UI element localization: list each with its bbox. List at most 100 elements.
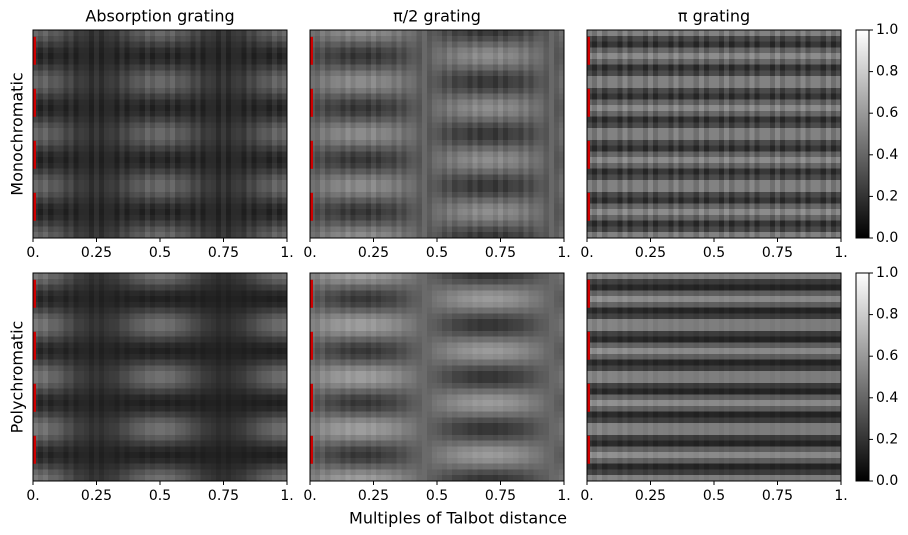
heatmap-cell [371,122,377,128]
heatmap-cell [386,99,392,105]
heatmap-cell [422,82,428,88]
heatmap-cell [699,140,705,146]
heatmap-cell [267,111,273,117]
heatmap-cell [114,82,120,88]
heatmap-cell [396,157,402,163]
heatmap-cell [94,180,100,186]
heatmap-cell [407,65,413,71]
heatmap-cell [478,226,484,232]
heatmap-cell [462,117,468,123]
heatmap-cell [48,128,54,134]
heatmap-cell [376,221,382,227]
heatmap-cell [462,180,468,186]
heatmap-cell [376,99,382,105]
heatmap-cell [48,174,54,180]
heatmap-cell [130,82,136,88]
heatmap-cell [315,88,321,94]
heatmap-cell [170,186,176,192]
heatmap-cell [503,82,509,88]
heatmap-cell [351,203,357,209]
heatmap-cell [498,105,504,111]
heatmap-cell [544,192,550,198]
heatmap-cell [729,122,735,128]
heatmap-cell [53,198,59,204]
heatmap-cell [432,140,438,146]
heatmap-cell [442,198,448,204]
heatmap-cell [544,180,550,186]
heatmap-cell [160,221,166,227]
heatmap-cell [272,221,278,227]
heatmap-cell [694,70,700,76]
heatmap-cell [277,53,283,59]
heatmap-cell [160,151,166,157]
heatmap-cell [330,53,336,59]
heatmap-cell [467,134,473,140]
heatmap-cell [658,122,664,128]
heatmap-cell [226,94,232,100]
heatmap-cell [498,209,504,215]
heatmap-cell [663,70,669,76]
heatmap-cell [478,65,484,71]
heatmap-cell [320,117,326,123]
heatmap-cell [539,65,545,71]
heatmap-cell [320,111,326,117]
heatmap-cell [554,163,560,169]
heatmap-cell [175,36,181,42]
heatmap-cell [140,53,146,59]
heatmap-cell [236,221,242,227]
heatmap-cell [69,30,75,36]
heatmap-cell [597,140,603,146]
heatmap-cell [53,105,59,111]
heatmap-cell [684,88,690,94]
heatmap-cell [231,134,237,140]
heatmap-cell [653,82,659,88]
heatmap-cell [493,169,499,175]
heatmap-cell [407,226,413,232]
heatmap-cell [549,221,555,227]
heatmap-cell [216,65,222,71]
heatmap-cell [226,192,232,198]
heatmap-cell [699,198,705,204]
heatmap-cell [744,180,750,186]
heatmap-cell [539,36,545,42]
heatmap-cell [739,82,745,88]
heatmap-cell [211,163,217,169]
heatmap-cell [99,192,105,198]
heatmap-cell [597,47,603,53]
heatmap-cell [145,215,151,221]
heatmap-cell [648,151,654,157]
heatmap-cell [58,209,64,215]
heatmap-cell [729,47,735,53]
heatmap-cell [534,76,540,82]
heatmap-cell [473,192,479,198]
heatmap-cell [462,163,468,169]
heatmap-cell [699,192,705,198]
heatmap-cell [340,226,346,232]
heatmap-cell [648,134,654,140]
heatmap-cell [346,134,352,140]
heatmap-cell [366,163,372,169]
heatmap-cell [114,221,120,227]
heatmap-cell [623,47,629,53]
heatmap-cell [518,221,524,227]
heatmap-cell [602,76,608,82]
heatmap-cell [597,99,603,105]
heatmap-cell [719,70,725,76]
heatmap-cell [668,30,674,36]
heatmap-cell [109,157,115,163]
heatmap-cell [124,203,130,209]
heatmap-cell [473,174,479,180]
heatmap-cell [658,140,664,146]
heatmap-cell [155,215,161,221]
heatmap-cell [165,82,171,88]
heatmap-cell [206,94,212,100]
heatmap-cell [597,59,603,65]
heatmap-cell [335,180,341,186]
heatmap-cell [53,215,59,221]
heatmap-cell [63,151,69,157]
heatmap-cell [549,209,555,215]
heatmap-cell [89,163,95,169]
heatmap-cell [48,65,54,71]
heatmap-cell [226,42,232,48]
heatmap-cell [135,140,141,146]
